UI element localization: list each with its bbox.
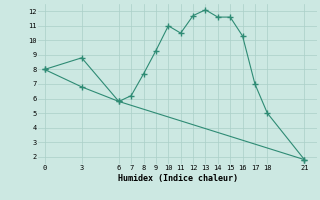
X-axis label: Humidex (Indice chaleur): Humidex (Indice chaleur) bbox=[118, 174, 238, 183]
